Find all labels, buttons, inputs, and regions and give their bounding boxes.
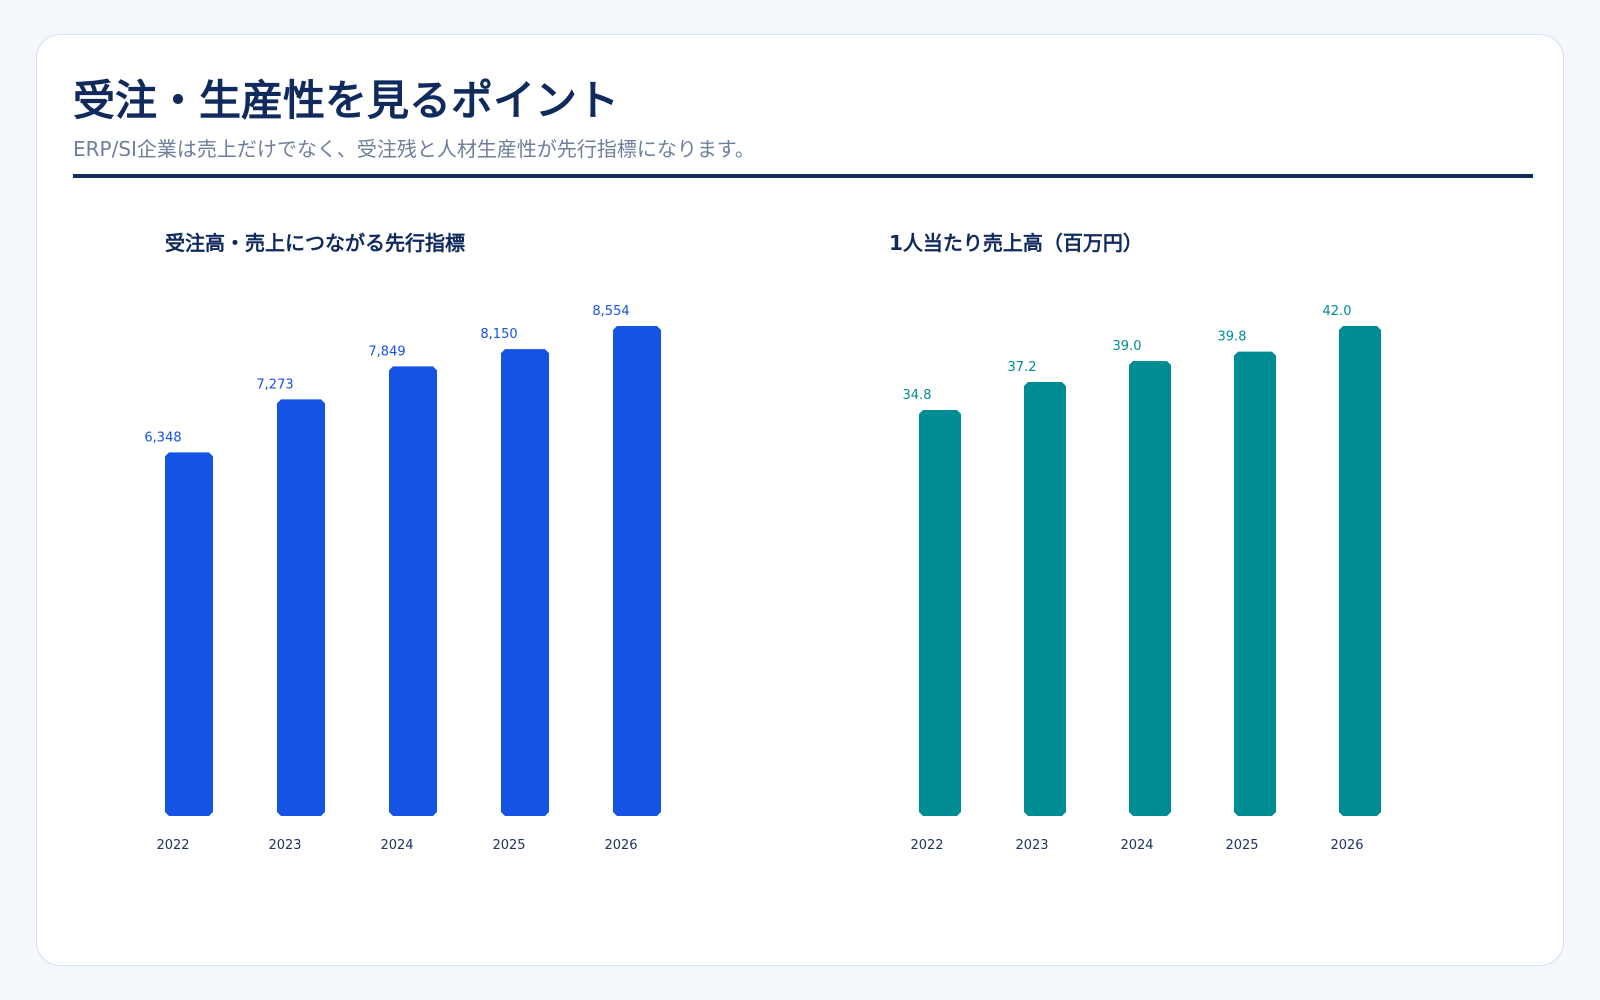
orders-bar-2022 — [165, 452, 213, 816]
orders-bar-2025 — [501, 349, 549, 816]
productivity-value-label-2026: 42.0 — [1323, 304, 1352, 319]
productivity-tick-label-2025: 2025 — [1225, 838, 1258, 853]
orders-chart-panel: 受注高・売上につながる先行指標 6,348 2022 7,273 2023 7,849 2… — [73, 215, 713, 855]
title-divider — [73, 174, 1533, 178]
page-subtitle: ERP/SI企業は売上だけでなく、受注残と人材生産性が先行指標になります。 — [73, 137, 755, 161]
orders-bar-chart: 6,348 2022 7,273 2023 7,849 2024 8,150 2025 8,55… — [144, 304, 661, 853]
productivity-bar-2023 — [1024, 382, 1066, 816]
orders-chart-title: 受注高・売上につながる先行指標 — [165, 231, 465, 255]
productivity-value-label-2022: 34.8 — [903, 388, 932, 403]
orders-bar-2026 — [613, 326, 661, 816]
productivity-bar-chart: 34.8 2022 37.2 2023 39.0 2024 39.8 2025 42.0 2026 — [903, 304, 1381, 853]
productivity-chart-title: 1人当たり売上高（百万円） — [889, 231, 1143, 255]
productivity-tick-label-2024: 2024 — [1120, 838, 1153, 853]
orders-value-label-2022: 6,348 — [144, 430, 181, 445]
orders-tick-label-2026: 2026 — [604, 838, 637, 853]
orders-tick-label-2023: 2023 — [268, 838, 301, 853]
orders-tick-label-2025: 2025 — [492, 838, 525, 853]
productivity-bar-2024 — [1129, 361, 1171, 816]
productivity-bar-2026 — [1339, 326, 1381, 816]
productivity-bar-2025 — [1234, 351, 1276, 816]
dashboard-card: 受注・生産性を見るポイント ERP/SI企業は売上だけでなく、受注残と人材生産性… — [36, 34, 1564, 966]
orders-value-label-2024: 7,849 — [368, 344, 405, 359]
productivity-chart-panel: 1人当たり売上高（百万円） 34.8 2022 37.2 2023 39.0 2024 39… — [827, 215, 1467, 855]
orders-value-label-2025: 8,150 — [480, 327, 517, 342]
productivity-value-label-2023: 37.2 — [1008, 360, 1037, 375]
orders-value-label-2023: 7,273 — [256, 377, 293, 392]
orders-bar-2023 — [277, 399, 325, 816]
page-title: 受注・生産性を見るポイント — [73, 76, 620, 125]
productivity-value-label-2025: 39.8 — [1218, 330, 1247, 345]
productivity-value-label-2024: 39.0 — [1113, 339, 1142, 354]
productivity-tick-label-2023: 2023 — [1015, 838, 1048, 853]
orders-bar-2024 — [389, 366, 437, 816]
orders-value-label-2026: 8,554 — [592, 304, 629, 319]
orders-tick-label-2024: 2024 — [380, 838, 413, 853]
orders-tick-label-2022: 2022 — [156, 838, 189, 853]
productivity-tick-label-2022: 2022 — [910, 838, 943, 853]
productivity-tick-label-2026: 2026 — [1330, 838, 1363, 853]
productivity-bar-2022 — [919, 410, 961, 816]
